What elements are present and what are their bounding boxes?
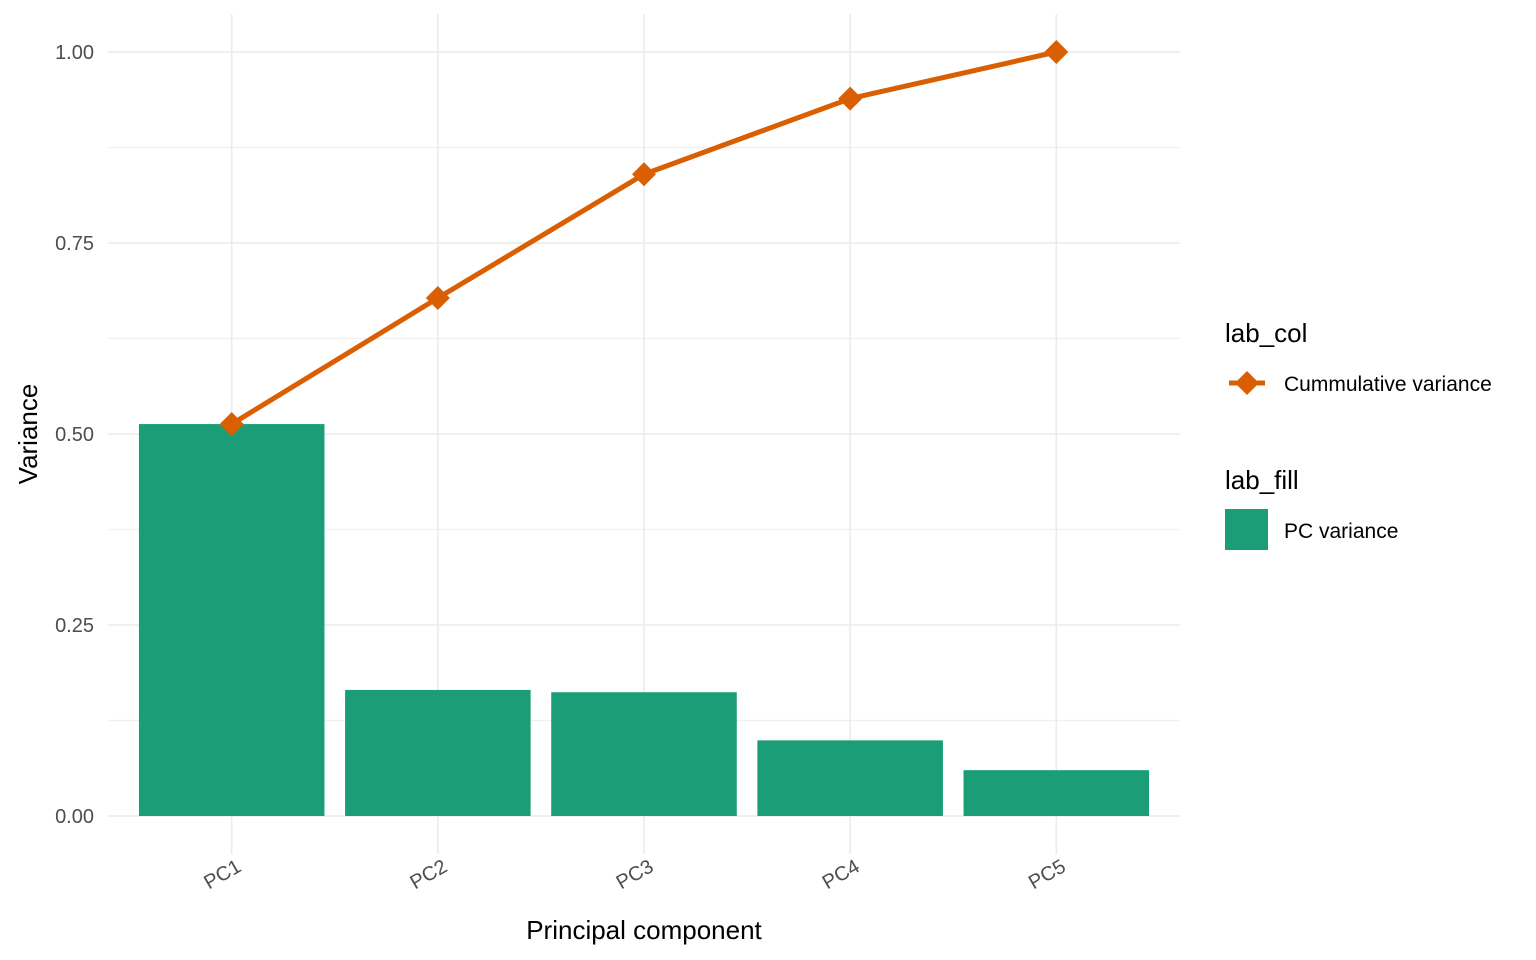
cumulative-point-pc5 (1044, 40, 1069, 64)
x-tick-label: PC2 (406, 856, 451, 895)
cumulative-point-pc3 (632, 162, 656, 187)
legend-label-pc-variance: PC variance (1284, 520, 1398, 543)
bar-pc5 (963, 770, 1150, 816)
x-tick-label: PC3 (613, 856, 658, 895)
x-axis-title: Principal component (526, 915, 762, 945)
y-tick-label: 0.50 (55, 424, 94, 446)
bar-pc3 (551, 692, 737, 816)
y-tick-labels: 0.00 0.25 0.50 0.75 1.00 (55, 42, 94, 828)
y-axis-title: Variance (13, 384, 43, 485)
y-tick-label: 0.75 (55, 233, 94, 255)
legend-diamond-key (1235, 371, 1259, 395)
bar-pc2 (345, 689, 531, 816)
line-series (219, 40, 1069, 437)
legend-fill-key (1225, 509, 1268, 550)
bar-pc4 (757, 740, 943, 816)
y-tick-label: 1.00 (55, 42, 94, 64)
legend-title-fill: lab_fill (1225, 465, 1299, 495)
y-tick-label: 0.25 (55, 615, 94, 637)
legend-label-cumulative: Cummulative variance (1284, 373, 1492, 396)
x-tick-label: PC5 (1025, 856, 1070, 895)
x-tick-labels: PC1 PC2 PC3 PC4 PC5 (200, 856, 1069, 895)
x-tick-label: PC1 (200, 856, 245, 895)
bar-series (138, 424, 1150, 816)
legend-title-color: lab_col (1225, 318, 1307, 348)
legend: lab_col Cummulative variance lab_fill PC… (1225, 318, 1492, 550)
y-tick-label: 0.00 (55, 806, 94, 828)
cumulative-point-pc4 (838, 86, 863, 111)
cumulative-point-pc2 (425, 286, 450, 311)
cumulative-point-pc1 (219, 412, 244, 437)
x-tick-label: PC4 (819, 856, 864, 895)
bar-pc1 (138, 424, 325, 816)
